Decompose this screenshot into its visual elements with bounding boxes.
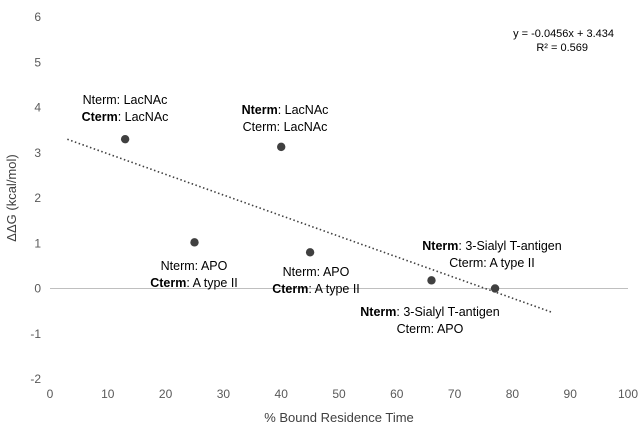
y-axis-label: ΔΔG (kcal/mol) (4, 154, 19, 241)
data-point (120, 134, 130, 144)
point-annotation: Nterm: LacNAc Cterm: LacNAc (82, 93, 169, 124)
point-annotation: Nterm: LacNAc Cterm: LacNAc (242, 103, 329, 134)
x-tick-label: 70 (448, 387, 462, 401)
data-point (305, 248, 315, 257)
annotation-bold-part: Cterm (150, 276, 186, 290)
y-tick-label: 4 (34, 101, 41, 115)
point-annotation: Nterm: APO Cterm: A type II (150, 259, 238, 290)
annotation-line: Nterm: LacNAc (83, 93, 168, 107)
x-tick-label: 10 (101, 387, 115, 401)
annotation-bold-part: Cterm (272, 282, 308, 296)
x-axis-ticks: 0 10 20 30 40 50 60 70 80 90 100 (47, 387, 638, 401)
x-tick-label: 20 (159, 387, 173, 401)
annotation-line: Cterm: A type II (272, 282, 360, 296)
x-tick-label: 80 (506, 387, 520, 401)
annotation-line: Nterm: 3-Sialyl T-antigen (422, 239, 561, 253)
annotation-line: Cterm: A type II (449, 256, 534, 270)
y-tick-label: 5 (34, 55, 41, 69)
x-tick-label: 0 (47, 387, 54, 401)
x-tick-label: 60 (390, 387, 404, 401)
annotation-rest-part: Cterm: A type II (449, 256, 534, 270)
annotation-bold-part: Nterm (422, 239, 458, 253)
x-axis-label: % Bound Residence Time (264, 410, 414, 425)
y-tick-label: 6 (34, 10, 41, 24)
annotation-rest-part: : LacNAc (278, 103, 329, 117)
y-tick-label: -1 (30, 327, 41, 341)
trendline-r-squared: R² = 0.569 (536, 42, 588, 54)
y-tick-label: -2 (30, 372, 41, 386)
x-tick-label: 100 (618, 387, 638, 401)
y-tick-label: 1 (34, 236, 41, 250)
annotation-rest-part: Cterm: APO (397, 322, 464, 336)
point-annotations: Nterm: LacNAc Cterm: LacNAc Nterm: LacNAc C… (82, 93, 562, 336)
point-annotation: Nterm: 3-Sialyl T-antigen Cterm: APO (360, 305, 499, 336)
x-tick-label: 90 (564, 387, 578, 401)
annotation-line: Cterm: LacNAc (243, 120, 328, 134)
annotation-line: Nterm: APO (161, 259, 228, 273)
annotation-rest-part: Nterm: LacNAc (83, 93, 168, 107)
annotation-rest-part: : 3-Sialyl T-antigen (396, 305, 499, 319)
annotation-rest-part: : A type II (186, 276, 237, 290)
data-point (490, 284, 500, 293)
annotation-rest-part: : A type II (308, 282, 359, 296)
data-point (190, 238, 199, 247)
y-axis-ticks: -2 -1 0 1 2 3 4 5 6 (30, 10, 41, 386)
point-annotation: Nterm: 3-Sialyl T-antigen Cterm: A type I… (422, 239, 561, 270)
annotation-bold-part: Cterm (82, 110, 118, 124)
x-tick-label: 50 (332, 387, 346, 401)
annotation-rest-part: Cterm: LacNAc (243, 120, 328, 134)
annotation-line: Nterm: 3-Sialyl T-antigen (360, 305, 499, 319)
annotation-rest-part: : LacNAc (118, 110, 169, 124)
y-tick-label: 2 (34, 191, 41, 205)
x-tick-label: 30 (217, 387, 231, 401)
trendline-equation: y = -0.0456x + 3.434 (513, 28, 614, 40)
annotation-rest-part: Nterm: APO (161, 259, 228, 273)
annotation-rest-part: Nterm: APO (283, 265, 350, 279)
point-annotation: Nterm: APO Cterm: A type II (272, 265, 360, 296)
data-points (120, 134, 500, 293)
annotation-bold-part: Nterm (360, 305, 396, 319)
annotation-line: Cterm: LacNAc (82, 110, 169, 124)
annotation-line: Nterm: LacNAc (242, 103, 329, 117)
y-tick-label: 0 (34, 282, 41, 296)
annotation-line: Nterm: APO (283, 265, 350, 279)
annotation-bold-part: Nterm (242, 103, 278, 117)
y-tick-label: 3 (34, 146, 41, 160)
annotation-line: Cterm: APO (397, 322, 464, 336)
annotation-line: Cterm: A type II (150, 276, 238, 290)
data-point (277, 142, 286, 152)
data-point (427, 276, 436, 285)
annotation-rest-part: : 3-Sialyl T-antigen (458, 239, 561, 253)
x-tick-label: 40 (275, 387, 289, 401)
